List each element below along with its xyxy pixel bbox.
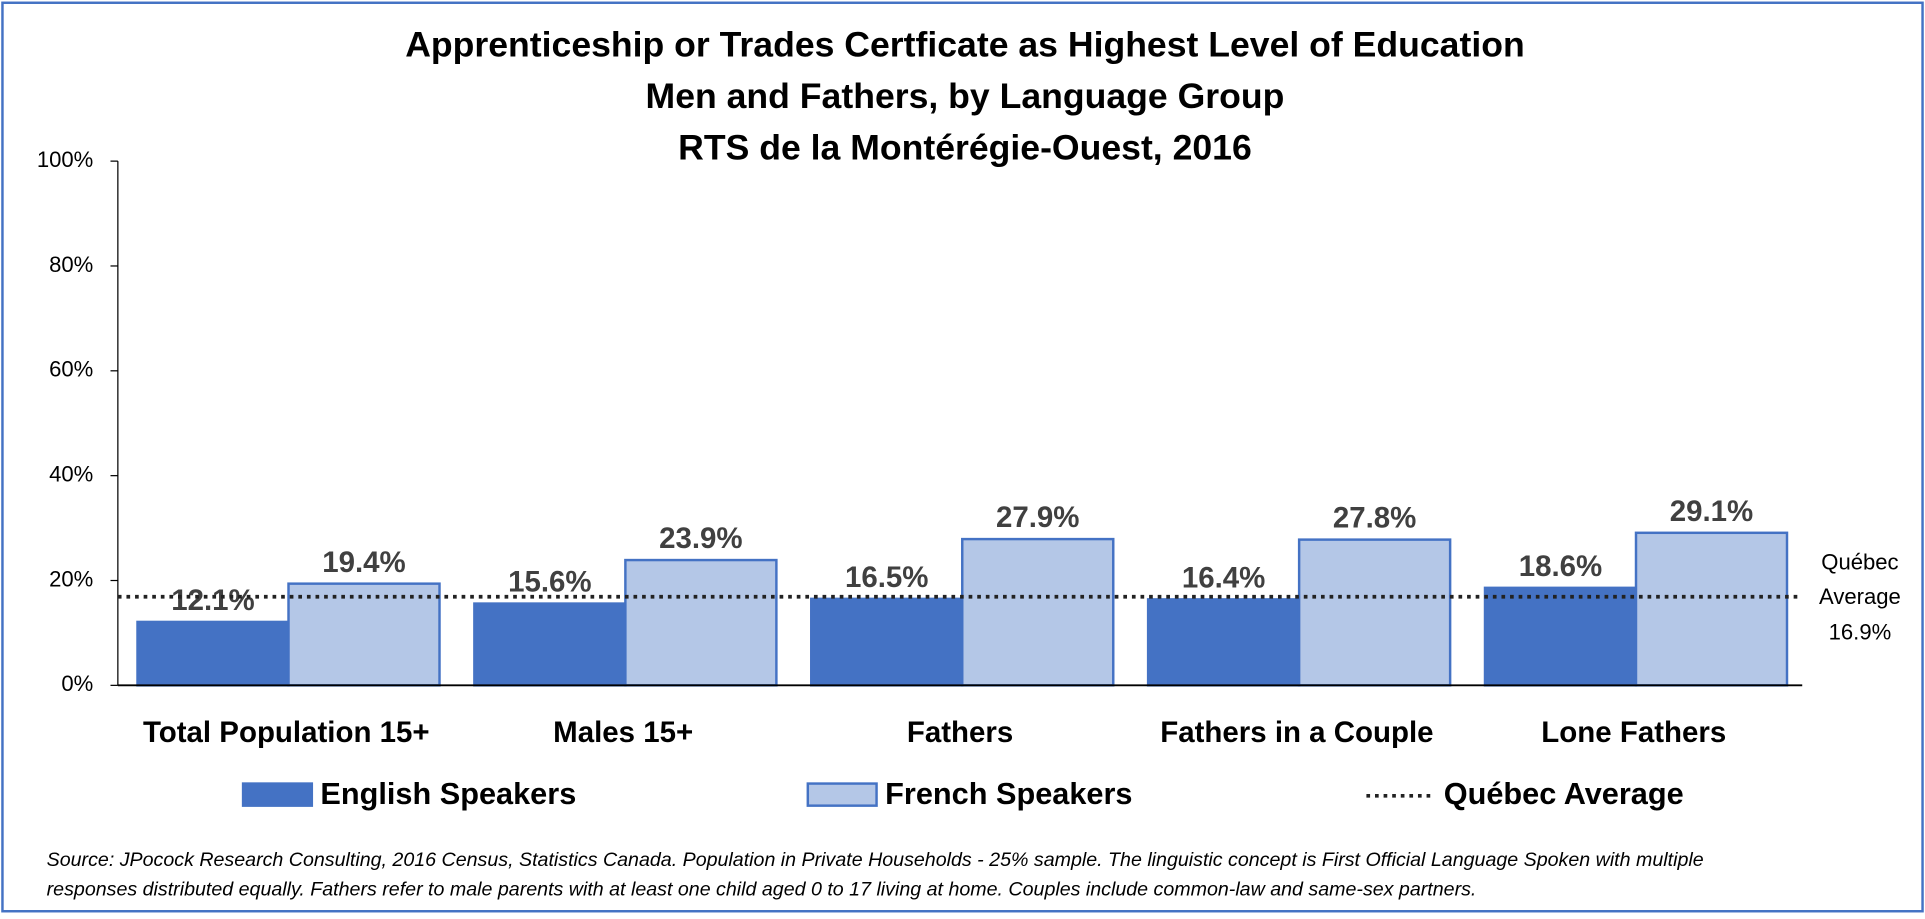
data-label: 12.1% <box>171 584 255 617</box>
bar <box>961 537 1115 687</box>
y-tick-label: 80% <box>49 252 93 277</box>
x-tick-label: Fathers <box>907 716 1013 749</box>
y-tick-label: 0% <box>61 671 93 696</box>
x-tick-label: Lone Fathers <box>1541 716 1726 749</box>
average-annotation: Québec <box>1821 549 1898 574</box>
legend-label: English Speakers <box>320 776 576 811</box>
chart-title: RTS de la Montérégie-Ouest, 2016 <box>678 127 1252 167</box>
bar <box>287 582 441 687</box>
legend-swatch <box>241 782 314 807</box>
y-tick-label: 40% <box>49 461 93 486</box>
source-note: Source: JPocock Research Consulting, 201… <box>47 849 1704 871</box>
legend-label: French Speakers <box>885 776 1132 811</box>
bar <box>1634 531 1789 687</box>
bar <box>136 620 290 687</box>
chart-title: Men and Fathers, by Language Group <box>646 76 1285 116</box>
data-label: 27.8% <box>1333 502 1417 535</box>
y-tick-label: 20% <box>49 566 93 591</box>
x-tick-label: Total Population 15+ <box>143 716 430 749</box>
data-label: 15.6% <box>508 566 592 599</box>
average-label: 16.9% <box>1829 619 1892 644</box>
bar <box>1483 586 1638 687</box>
y-tick-label: 100% <box>37 147 93 172</box>
x-tick-label: Fathers in a Couple <box>1160 716 1433 749</box>
data-label: 23.9% <box>659 522 743 555</box>
bar <box>810 597 964 687</box>
y-tick-label: 60% <box>49 357 93 382</box>
chart-title: Apprenticeship or Trades Certficate as H… <box>405 24 1525 64</box>
legend-label: Québec Average <box>1444 776 1684 811</box>
data-label: 27.9% <box>996 501 1080 534</box>
bar <box>473 602 627 687</box>
data-label: 29.1% <box>1670 495 1754 528</box>
bar <box>624 558 778 687</box>
x-tick-label: Males 15+ <box>553 716 693 749</box>
average-annotation: Average <box>1819 584 1901 609</box>
data-label: 16.5% <box>845 561 929 594</box>
data-label: 18.6% <box>1519 550 1603 583</box>
bar <box>1297 538 1452 687</box>
legend-swatch <box>806 782 878 807</box>
data-label: 19.4% <box>322 546 406 579</box>
data-label: 16.4% <box>1182 562 1266 595</box>
source-note: responses distributed equally. Fathers r… <box>47 879 1477 901</box>
bar <box>1146 598 1301 687</box>
